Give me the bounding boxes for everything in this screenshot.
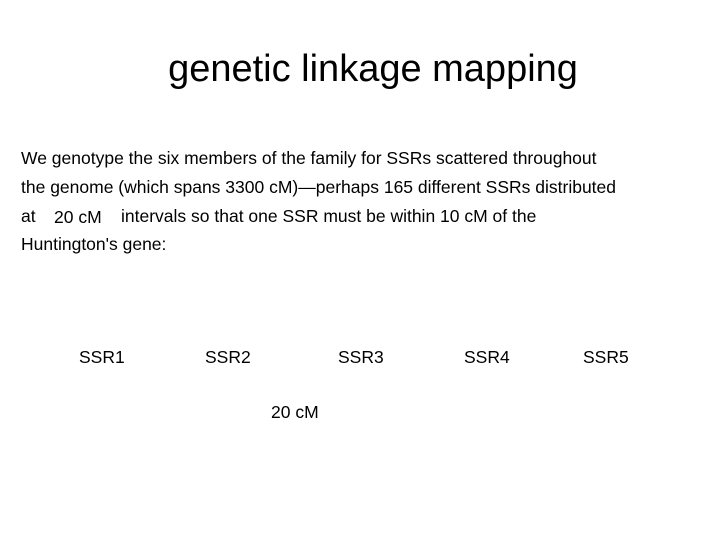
ssr-marker-label: SSR4 [464,347,510,367]
interval-inline-label: 20 cM [54,207,102,227]
body-text-line-4: Huntington's gene: [21,234,167,254]
body-text-line-1: We genotype the six members of the famil… [21,148,597,168]
ssr-marker-label: SSR1 [79,347,125,367]
slide-title: genetic linkage mapping [168,48,578,90]
body-text-line-3-suffix: intervals so that one SSR must be within… [121,206,537,226]
body-text-line-3-prefix: at [21,206,36,226]
interval-label: 20 cM [271,402,319,422]
ssr-marker-label: SSR2 [205,347,251,367]
ssr-marker-label: SSR3 [338,347,384,367]
body-text-line-2: the genome (which spans 3300 cM)—perhaps… [21,177,617,197]
ssr-marker-label: SSR5 [583,347,629,367]
